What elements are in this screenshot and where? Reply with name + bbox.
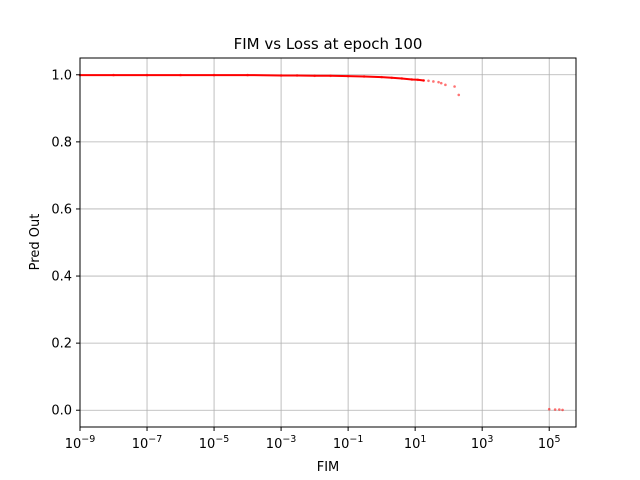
x-tick-exponent: 1 <box>420 434 426 445</box>
dense-point-band <box>79 74 425 82</box>
data-point <box>427 79 430 83</box>
data-point <box>457 93 461 97</box>
points-layer <box>78 73 564 412</box>
x-tick-label: 10−3 <box>266 434 297 452</box>
y-tick-label: 0.0 <box>51 404 72 419</box>
x-tick-label: 103 <box>471 434 494 452</box>
chart-title: FIM vs Loss at epoch 100 <box>234 35 423 53</box>
y-tick-label: 1.0 <box>51 68 72 83</box>
x-tick-label: 10−7 <box>132 434 163 452</box>
x-tick-exponent: −7 <box>148 434 162 445</box>
x-tick-base: 10 <box>132 437 149 452</box>
data-point <box>561 408 564 412</box>
data-point <box>453 85 456 88</box>
x-axis-label: FIM <box>317 460 340 475</box>
y-axis-label: Pred Out <box>28 214 43 271</box>
x-tick-exponent: 3 <box>487 434 493 445</box>
x-tick-label: 105 <box>538 434 561 452</box>
x-tick-base: 10 <box>266 437 283 452</box>
x-tick-base: 10 <box>65 437 82 452</box>
x-tick-exponent: 5 <box>554 434 560 445</box>
x-tick-label: 10−9 <box>65 434 96 452</box>
y-tick-label: 0.4 <box>51 270 72 285</box>
data-point <box>439 81 443 85</box>
data-point <box>558 408 561 411</box>
x-tick-exponent: −5 <box>215 434 229 445</box>
x-tick-base: 10 <box>199 437 216 452</box>
x-tick-base: 10 <box>404 437 421 452</box>
y-tick-label: 0.2 <box>51 337 72 352</box>
data-point <box>547 407 551 411</box>
x-tick-label: 10−5 <box>199 434 230 452</box>
x-tick-exponent: −1 <box>349 434 363 445</box>
data-point <box>437 80 440 84</box>
ticks-layer: 10−9 10−7 10−5 10−3 10−1 101 103 1050.00.20.40.… <box>51 68 560 452</box>
plot-frame <box>79 57 577 428</box>
x-tick-label: 101 <box>404 434 427 452</box>
data-point <box>553 408 557 411</box>
grid-layer <box>79 58 576 427</box>
x-tick-base: 10 <box>538 437 555 452</box>
x-tick-base: 10 <box>333 437 350 452</box>
x-tick-exponent: −9 <box>81 434 95 445</box>
x-tick-label: 10−1 <box>333 434 364 452</box>
data-point <box>444 83 447 87</box>
data-point <box>432 80 435 83</box>
y-tick-label: 0.6 <box>51 202 72 217</box>
x-tick-exponent: −3 <box>282 434 296 445</box>
y-tick-label: 0.8 <box>51 135 72 150</box>
x-tick-base: 10 <box>471 437 488 452</box>
